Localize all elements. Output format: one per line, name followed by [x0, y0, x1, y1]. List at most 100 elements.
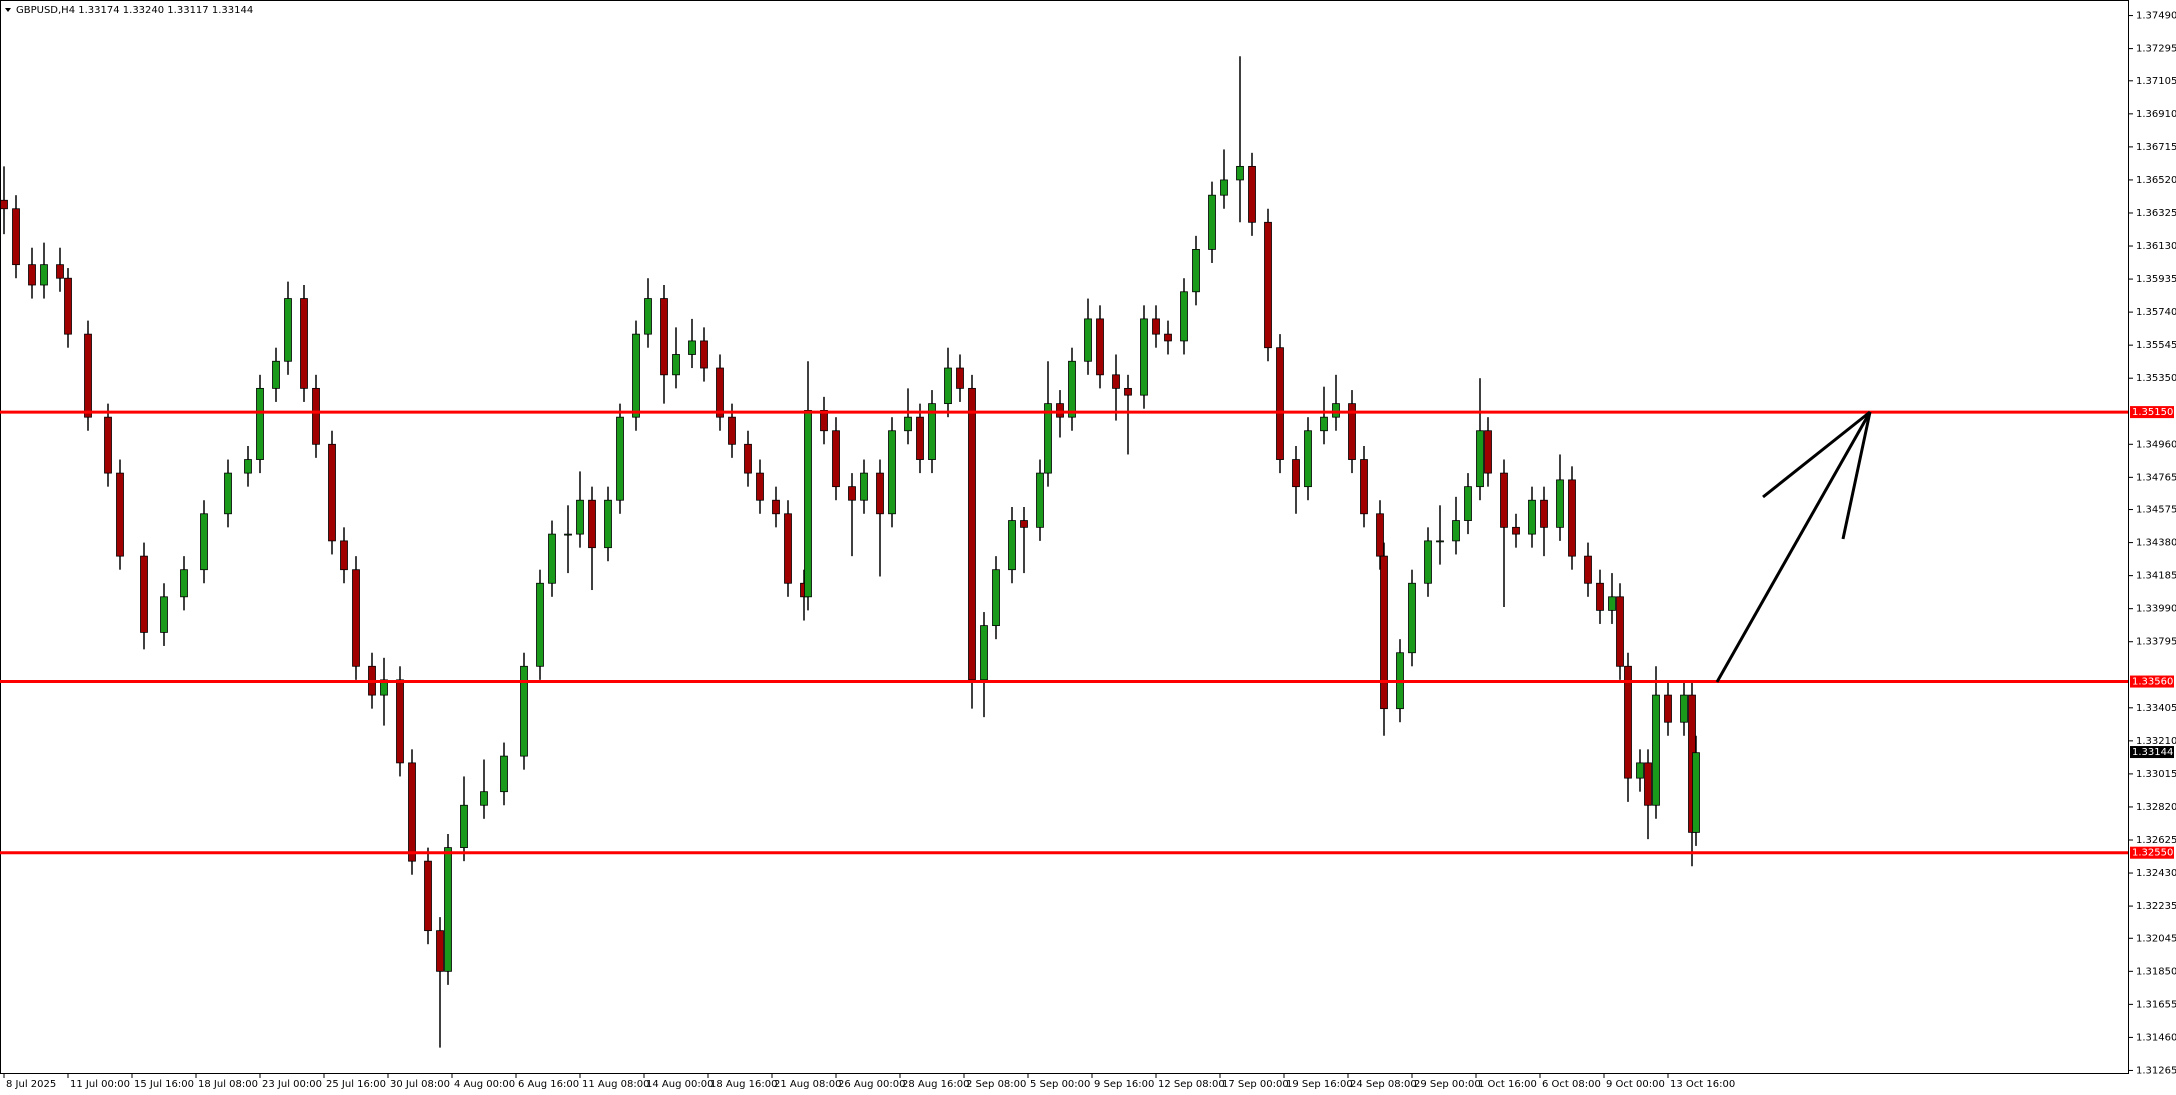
- candle-body-down: [84, 333, 92, 418]
- candle-body-down: [820, 410, 828, 432]
- candle-body-up: [1320, 416, 1328, 432]
- y-tick-label: 1.36715: [2136, 142, 2176, 153]
- candle-body-down: [436, 930, 444, 972]
- candle-body-up: [1036, 472, 1044, 528]
- candle-body-down: [756, 472, 764, 501]
- candle-body-up: [564, 533, 572, 536]
- x-tick-label: 4 Aug 00:00: [454, 1079, 515, 1090]
- candle-body-down: [1540, 499, 1548, 528]
- x-tick-label: 21 Aug 08:00: [774, 1079, 841, 1090]
- x-tick-label: 18 Aug 16:00: [710, 1079, 777, 1090]
- y-tick-label: 1.37295: [2136, 44, 2176, 55]
- candle-body-up: [1192, 249, 1200, 293]
- y-tick-label: 1.36130: [2136, 241, 2176, 252]
- arrow-head: [1841, 411, 1872, 540]
- candle-body-up: [1692, 752, 1700, 833]
- candle-body-down: [1584, 555, 1592, 584]
- y-tick-label: 1.33990: [2136, 604, 2176, 615]
- y-tick-label: 1.31265: [2136, 1065, 2176, 1076]
- candle-body-down: [1664, 694, 1672, 723]
- candle-body-up: [1652, 694, 1660, 806]
- x-tick-label: 9 Sep 16:00: [1094, 1079, 1154, 1090]
- candle-body-up: [1608, 596, 1616, 611]
- candle-body-down: [1512, 526, 1520, 535]
- candle-body-up: [576, 499, 584, 535]
- chart-title: GBPUSD,H4 1.33174 1.33240 1.33117 1.3314…: [16, 5, 253, 16]
- candle-body-up: [1680, 694, 1688, 723]
- candle-body-up: [244, 459, 252, 474]
- level-label-box: [2130, 675, 2174, 688]
- candle-body-up: [1332, 403, 1340, 418]
- candle-body-up: [500, 755, 508, 793]
- y-tick-label: 1.33405: [2136, 703, 2176, 714]
- candle-body-down: [408, 762, 416, 862]
- candle-body-down: [300, 298, 308, 389]
- candle-body-down: [1056, 403, 1064, 418]
- candle-body-up: [444, 847, 452, 972]
- candle-body-down: [716, 367, 724, 418]
- x-tick-label: 8 Jul 2025: [6, 1079, 56, 1090]
- candle-body-down: [1152, 318, 1160, 335]
- candle-body-down: [340, 540, 348, 571]
- x-tick-label: 12 Sep 08:00: [1158, 1079, 1225, 1090]
- y-tick-label: 1.35350: [2136, 373, 2176, 384]
- x-tick-label: 2 Sep 08:00: [966, 1079, 1026, 1090]
- candle-body-up: [160, 596, 168, 633]
- candle-body-down: [588, 499, 596, 549]
- candle-body-up: [272, 360, 280, 389]
- candle-body-up: [888, 430, 896, 515]
- candle-body-down: [352, 569, 360, 667]
- candle-body-down: [848, 486, 856, 501]
- candle-body-down: [1248, 165, 1256, 223]
- candle-body-down: [12, 208, 20, 266]
- candle-body-down: [700, 340, 708, 369]
- x-tick-label: 24 Sep 08:00: [1350, 1079, 1417, 1090]
- candle-body-up: [180, 569, 188, 598]
- y-tick-label: 1.36520: [2136, 175, 2176, 186]
- candle-body-down: [28, 264, 36, 286]
- level-label-box: [2130, 846, 2174, 859]
- x-tick-label: 9 Oct 00:00: [1606, 1079, 1665, 1090]
- candle-body-down: [104, 416, 112, 474]
- x-tick-label: 6 Aug 16:00: [518, 1079, 579, 1090]
- candle-body-down: [1164, 333, 1172, 342]
- candle-body-up: [1044, 403, 1052, 474]
- candle-body-up: [1084, 318, 1092, 362]
- arrow-head: [1762, 410, 1871, 499]
- candle-body-down: [660, 298, 668, 376]
- x-tick-label: 11 Jul 00:00: [70, 1079, 130, 1090]
- y-tick-label: 1.34765: [2136, 472, 2176, 483]
- candle-body-up: [1556, 479, 1564, 528]
- candle-body-down: [1484, 430, 1492, 474]
- x-tick-label: 23 Jul 00:00: [262, 1079, 322, 1090]
- candle-body-down: [1112, 374, 1120, 389]
- y-tick-label: 1.32235: [2136, 901, 2176, 912]
- candle-body-down: [328, 443, 336, 542]
- candle-body-down: [968, 387, 976, 681]
- x-tick-label: 13 Oct 16:00: [1670, 1079, 1735, 1090]
- x-tick-label: 5 Sep 00:00: [1030, 1079, 1090, 1090]
- candle-body-down: [1596, 582, 1604, 611]
- candle-body-up: [992, 569, 1000, 627]
- y-tick-label: 1.36910: [2136, 109, 2176, 120]
- x-tick-label: 28 Aug 16:00: [902, 1079, 969, 1090]
- candle-body-down: [56, 264, 64, 279]
- candle-body-up: [604, 499, 612, 549]
- candle-body-down: [1380, 555, 1388, 710]
- y-tick-label: 1.34185: [2136, 571, 2176, 582]
- candle-body-down: [876, 472, 884, 515]
- candle-body-down: [1376, 513, 1384, 557]
- candle-body-up: [1068, 360, 1076, 418]
- x-tick-label: 30 Jul 08:00: [390, 1079, 450, 1090]
- y-tick-label: 1.35740: [2136, 307, 2176, 318]
- x-tick-label: 15 Jul 16:00: [134, 1079, 194, 1090]
- x-tick-label: 18 Jul 08:00: [198, 1079, 258, 1090]
- candle-body-up: [256, 387, 264, 460]
- title-marker: [5, 8, 11, 12]
- candle-body-up: [688, 340, 696, 355]
- candle-body-up: [1008, 520, 1016, 571]
- candle-body-down: [1292, 459, 1300, 488]
- candle-body-up: [632, 333, 640, 418]
